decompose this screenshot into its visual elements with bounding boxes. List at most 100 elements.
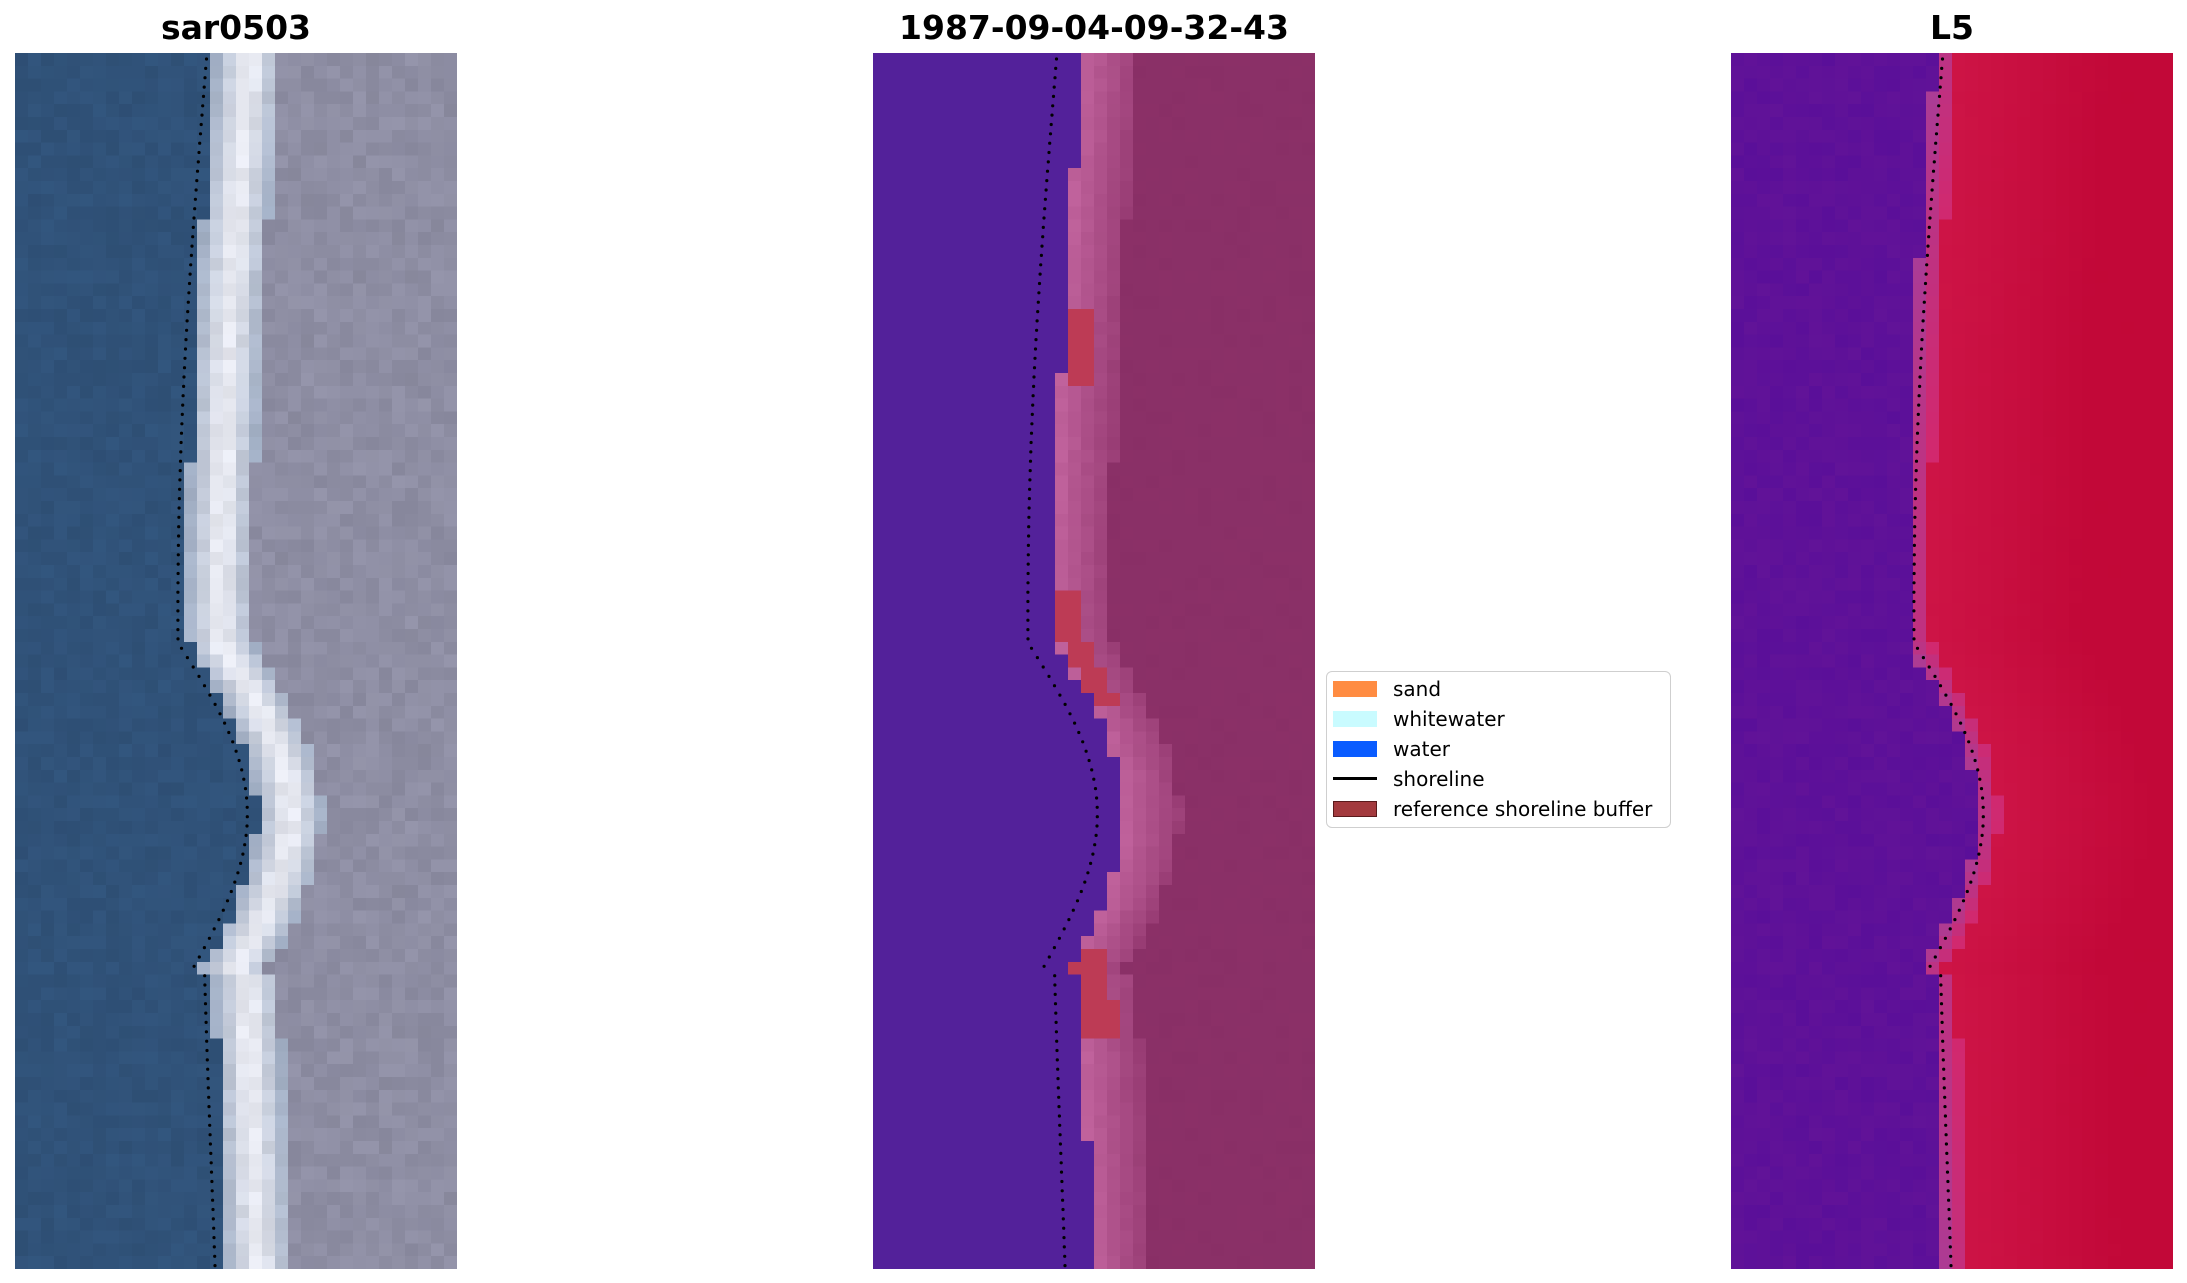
shoreline-dot <box>1027 506 1031 510</box>
shoreline-dot <box>1949 702 1953 707</box>
shoreline-dot <box>1912 581 1916 585</box>
shoreline-dot <box>1939 76 1943 80</box>
shoreline-dot <box>1939 974 1943 978</box>
shoreline-dot <box>1912 609 1916 613</box>
panel-title-rgb: sar0503 <box>160 8 312 47</box>
shoreline-dot <box>176 562 180 566</box>
shoreline-dot <box>1062 1236 1066 1240</box>
shoreline-dot <box>1931 179 1935 183</box>
shoreline-dot <box>1043 197 1047 201</box>
shoreline-dot <box>1053 983 1057 987</box>
shoreline-dot <box>245 815 249 819</box>
shoreline-dot <box>1055 1058 1059 1062</box>
shoreline-dot <box>1940 57 1945 61</box>
shoreline-dot <box>1945 1161 1949 1165</box>
shoreline-dot <box>1946 1189 1950 1193</box>
shoreline-dot <box>1032 366 1037 370</box>
shoreline-dot <box>1026 618 1030 622</box>
shoreline-line-icon <box>1333 777 1377 780</box>
shoreline-dot <box>1026 599 1030 604</box>
shoreline-dot <box>1916 412 1920 416</box>
shoreline-dot <box>1048 132 1053 136</box>
shoreline-dot <box>179 440 183 445</box>
shoreline-dot <box>245 805 249 809</box>
panel-title-classification: 1987-09-04-09-32-43 <box>899 8 1289 47</box>
shoreline-dot <box>1933 150 1937 155</box>
shoreline-dot <box>1033 347 1038 351</box>
shoreline-dot <box>1979 787 1984 791</box>
shoreline-dot <box>190 244 194 248</box>
shoreline-dot <box>1062 927 1066 931</box>
shoreline-dot <box>1917 394 1921 398</box>
shoreline-dot <box>177 515 181 519</box>
shoreline-dot <box>211 1207 215 1212</box>
shoreline-dot <box>194 188 198 192</box>
shoreline-dot <box>204 66 208 70</box>
shoreline-dot <box>203 992 207 997</box>
shoreline-dot <box>1916 422 1920 426</box>
shoreline-dot <box>1054 1020 1058 1024</box>
shoreline-dot <box>193 197 197 201</box>
shoreline-dot <box>1948 927 1952 931</box>
shoreline-dot <box>1961 899 1966 903</box>
shoreline-dot <box>243 843 247 847</box>
shoreline-dot <box>179 431 184 435</box>
shoreline-dot <box>1027 515 1031 519</box>
shoreline-dot <box>1937 104 1941 108</box>
legend-label: shoreline <box>1393 767 1485 791</box>
shoreline-dot <box>1973 758 1977 763</box>
shoreline-dot <box>1063 702 1067 707</box>
shoreline-dot <box>1932 160 1936 164</box>
shoreline-dot <box>176 618 180 622</box>
shoreline-dot <box>1027 525 1031 529</box>
shoreline-dot <box>1944 693 1948 697</box>
shoreline-dot <box>1942 1086 1946 1090</box>
shoreline-dot <box>1948 1245 1952 1249</box>
shoreline-dot <box>1071 908 1075 912</box>
shoreline-dot <box>1062 1245 1066 1249</box>
shoreline-dot <box>1058 1142 1062 1146</box>
shoreline-dot <box>176 590 180 594</box>
shoreline-dot <box>240 768 244 772</box>
shoreline-dot <box>212 1226 216 1230</box>
shoreline-dot <box>1912 637 1916 641</box>
shoreline-dot <box>199 122 203 127</box>
shoreline-dot <box>1060 1179 1064 1184</box>
shoreline-dot <box>1050 113 1054 117</box>
shoreline-dot <box>1921 328 1925 332</box>
shoreline-dot <box>1026 543 1030 547</box>
shoreline-dot <box>207 1114 211 1118</box>
shoreline-dot <box>1914 478 1918 482</box>
shoreline-dot <box>1041 665 1045 669</box>
shoreline-dot <box>1912 590 1916 594</box>
shoreline-dot <box>1035 319 1039 323</box>
shoreline-dot <box>209 1170 214 1174</box>
shoreline-dot <box>1068 712 1072 716</box>
shoreline-dot <box>176 637 180 641</box>
shoreline-dot <box>1938 85 1942 89</box>
shoreline-dot <box>1969 880 1973 884</box>
legend-label: sand <box>1393 677 1442 701</box>
shoreline-dot <box>1032 384 1036 388</box>
shoreline-dot <box>179 450 183 454</box>
shoreline-dot <box>204 1030 208 1034</box>
reference-buffer-swatch <box>1333 801 1377 817</box>
shoreline-dot <box>1927 665 1931 669</box>
shoreline-dot <box>187 281 192 286</box>
shoreline-dot <box>1935 122 1939 127</box>
shoreline-dot <box>1980 833 1984 838</box>
shoreline-dot <box>178 487 182 491</box>
shoreline-dot <box>1912 628 1916 632</box>
shoreline-dot <box>1913 497 1917 501</box>
shoreline-dot <box>1921 319 1925 323</box>
shoreline-dots <box>1912 57 1985 1268</box>
shoreline-dot <box>1040 244 1044 248</box>
shoreline-dot <box>208 1142 212 1146</box>
shoreline-dot <box>1939 983 1943 987</box>
shoreline-dot <box>244 833 248 838</box>
shoreline-dot <box>221 908 225 912</box>
shoreline-dot <box>1940 1011 1944 1015</box>
legend-item-sand: sand <box>1327 674 1670 704</box>
shoreline-dot <box>1060 1189 1064 1193</box>
shoreline-dot <box>1061 1198 1065 1202</box>
